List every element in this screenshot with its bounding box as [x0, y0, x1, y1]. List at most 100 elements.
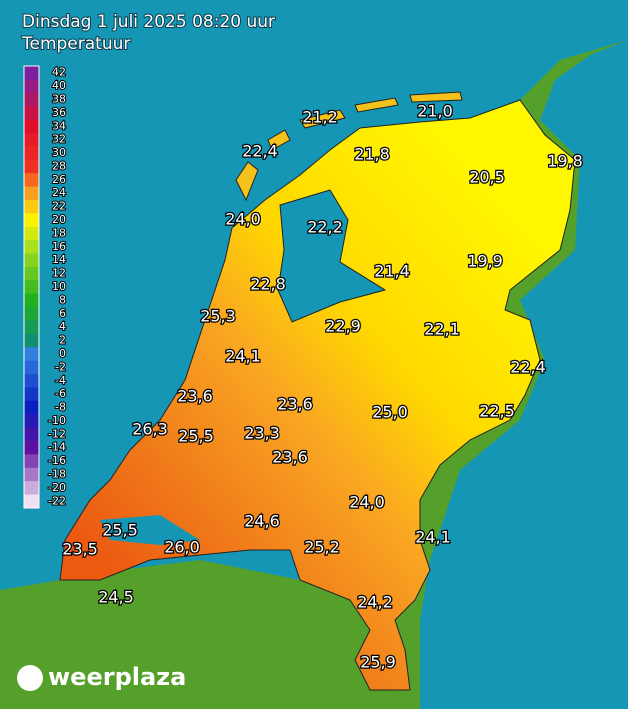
legend-swatch — [24, 213, 39, 228]
legend-label: 24 — [52, 186, 66, 199]
legend-swatch — [24, 347, 39, 362]
logo: weerplaza — [48, 663, 186, 691]
station-value: 24,5 — [98, 588, 134, 607]
station-value: 25,3 — [200, 307, 236, 326]
legend-swatch — [24, 119, 39, 134]
station-value: 23,3 — [244, 424, 280, 443]
legend-label: 6 — [59, 307, 66, 320]
legend-label: 18 — [52, 226, 66, 239]
legend-swatch — [24, 186, 39, 201]
legend-label: 38 — [52, 92, 66, 105]
legend-swatch — [24, 333, 39, 348]
station-value: 23,5 — [62, 540, 98, 559]
station-value: 21,8 — [354, 145, 390, 164]
station-value: 24,2 — [357, 593, 393, 612]
legend-swatch — [24, 293, 39, 308]
station-value: 20,5 — [469, 168, 505, 187]
title: Dinsdag 1 juli 2025 08:20 uur — [22, 12, 275, 32]
station-value: 22,4 — [242, 142, 278, 161]
station-value: 23,6 — [272, 448, 308, 467]
station-value: 26,3 — [132, 420, 168, 439]
station-value: 22,8 — [250, 275, 286, 294]
station-value: 24,6 — [244, 512, 280, 531]
legend-swatch — [24, 66, 39, 80]
legend-label: 40 — [52, 79, 66, 92]
station-value: 21,4 — [374, 262, 410, 281]
legend-swatch — [24, 387, 39, 402]
legend-swatch — [24, 79, 39, 94]
station-value: 24,1 — [225, 347, 261, 366]
legend-swatch — [24, 494, 39, 509]
legend-label: 16 — [52, 240, 66, 253]
legend-swatch — [24, 253, 39, 268]
legend-swatch — [24, 307, 39, 321]
station-value: 24,0 — [225, 210, 261, 229]
legend: 424038363432302826242220181614121086420-… — [23, 65, 67, 509]
legend-label: -10 — [48, 414, 66, 427]
station-value: 22,2 — [307, 218, 343, 237]
legend-swatch — [24, 374, 39, 388]
legend-label: 2 — [59, 334, 66, 347]
legend-label: 20 — [52, 213, 66, 226]
legend-label: -8 — [55, 401, 66, 414]
legend-label: -22 — [48, 494, 66, 507]
subtitle: Temperatuur — [21, 34, 130, 54]
legend-label: 22 — [52, 200, 66, 213]
legend-swatch — [24, 92, 39, 107]
legend-label: -20 — [48, 481, 66, 494]
legend-label: -2 — [55, 360, 66, 373]
legend-frame — [23, 65, 40, 509]
legend-label: 10 — [52, 280, 66, 293]
legend-swatch — [24, 199, 39, 214]
legend-label: -12 — [48, 427, 66, 440]
legend-swatch — [24, 159, 39, 174]
legend-label: 0 — [59, 347, 66, 360]
station-value: 22,5 — [479, 402, 515, 421]
logo-icon — [17, 665, 43, 691]
legend-swatch — [24, 481, 39, 496]
station-value: 22,9 — [325, 317, 361, 336]
legend-swatch — [24, 132, 39, 147]
station-value: 21,2 — [302, 108, 338, 127]
station-value: 25,2 — [304, 538, 340, 557]
station-value: 23,6 — [177, 387, 213, 406]
legend-label: 14 — [52, 253, 66, 266]
legend-swatch — [24, 106, 39, 121]
legend-swatch — [24, 173, 39, 188]
legend-label: 34 — [52, 119, 66, 132]
station-value: 21,0 — [417, 102, 453, 121]
legend-label: -6 — [55, 387, 66, 400]
legend-label: -4 — [55, 374, 66, 387]
legend-label: -16 — [48, 454, 66, 467]
station-value: 23,6 — [277, 395, 313, 414]
legend-swatch — [24, 320, 39, 335]
legend-swatch — [24, 146, 39, 161]
station-value: 24,1 — [415, 528, 451, 547]
legend-swatch — [24, 454, 39, 469]
legend-label: -18 — [48, 468, 66, 481]
station-value: 25,5 — [178, 427, 214, 446]
legend-label: 28 — [52, 159, 66, 172]
legend-swatch — [24, 400, 39, 415]
station-value: 22,1 — [424, 320, 460, 339]
legend-swatch — [24, 280, 39, 295]
station-value: 22,4 — [510, 358, 546, 377]
station-value: 24,0 — [349, 493, 385, 512]
legend-swatch — [24, 240, 39, 255]
station-value: 26,0 — [164, 538, 200, 557]
stations: 21,2 21,0 22,4 21,8 19,8 20,5 24,0 22,2 19,9 21,4… — [61, 100, 584, 673]
station-value: 25,5 — [102, 521, 138, 540]
legend-swatch — [24, 360, 39, 375]
station-value: 25,0 — [372, 403, 408, 422]
legend-label: 12 — [52, 267, 66, 280]
legend-label: -14 — [48, 441, 66, 454]
netherlands — [59, 99, 576, 691]
legend-swatch — [24, 266, 39, 281]
legend-label: 4 — [59, 320, 66, 333]
land — [0, 40, 628, 709]
legend-label: 36 — [52, 106, 66, 119]
legend-swatch — [24, 441, 39, 455]
legend-label: 8 — [59, 293, 66, 306]
legend-label: 32 — [52, 133, 66, 146]
